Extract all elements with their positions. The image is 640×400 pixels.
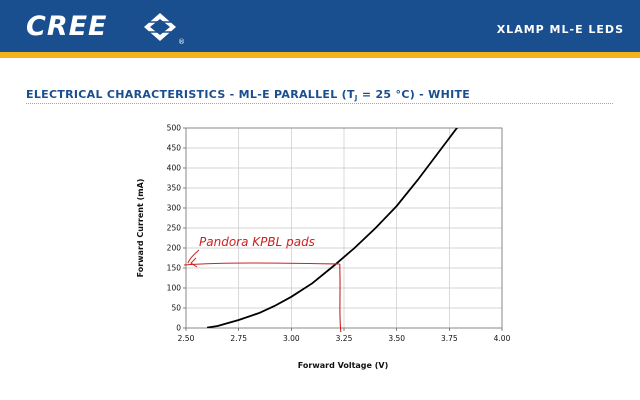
x-tick-label: 3.25 <box>336 334 353 343</box>
y-tick-label: 300 <box>167 204 182 213</box>
title-divider <box>26 103 613 104</box>
y-tick-label: 200 <box>167 244 182 253</box>
x-tick-label: 3.75 <box>441 334 458 343</box>
iv-curve-line <box>206 128 459 328</box>
x-axis-title: Forward Voltage (V) <box>298 361 388 370</box>
annotation-pointer <box>187 249 200 264</box>
y-tick-label: 350 <box>167 184 182 193</box>
y-tick-label: 500 <box>167 124 182 133</box>
x-tick-label: 3.50 <box>388 334 405 343</box>
page-title: ELECTRICAL CHARACTERISTICS - ML-E PARALL… <box>26 88 470 102</box>
product-line-label: XLAMP ML-E LEDS <box>496 23 624 36</box>
annotation-label: Pandora KPBL pads <box>199 235 315 249</box>
annotation-vertical-line <box>339 263 342 333</box>
y-tick-label: 400 <box>167 164 182 173</box>
cree-logo: CREE ® <box>26 11 188 46</box>
y-tick-label: 150 <box>167 264 182 273</box>
x-tick-label: 3.00 <box>283 334 300 343</box>
brand-name: CREE <box>26 11 108 42</box>
y-tick-label: 250 <box>167 224 182 233</box>
diamond-logo-icon <box>132 13 188 41</box>
title-suffix: = 25 °C) - WHITE <box>357 88 471 101</box>
y-axis-title: Forward Current (mA) <box>136 179 145 278</box>
x-tick-label: 2.50 <box>178 334 195 343</box>
y-tick-label: 100 <box>167 284 182 293</box>
annotation-arrow-tick <box>190 257 198 268</box>
accent-bar <box>0 52 640 58</box>
registered-mark: ® <box>178 38 185 46</box>
y-tick-label: 450 <box>167 144 182 153</box>
y-tick-label: 50 <box>171 304 181 313</box>
header-bar: CREE ® XLAMP ML-E LEDS <box>0 0 640 52</box>
title-prefix: ELECTRICAL CHARACTERISTICS - ML-E PARALL… <box>26 88 355 101</box>
x-tick-label: 4.00 <box>494 334 511 343</box>
x-tick-label: 2.75 <box>230 334 247 343</box>
annotation-horizontal-line <box>183 262 340 266</box>
y-tick-label: 0 <box>176 324 181 333</box>
title-subscript: J <box>354 94 358 102</box>
